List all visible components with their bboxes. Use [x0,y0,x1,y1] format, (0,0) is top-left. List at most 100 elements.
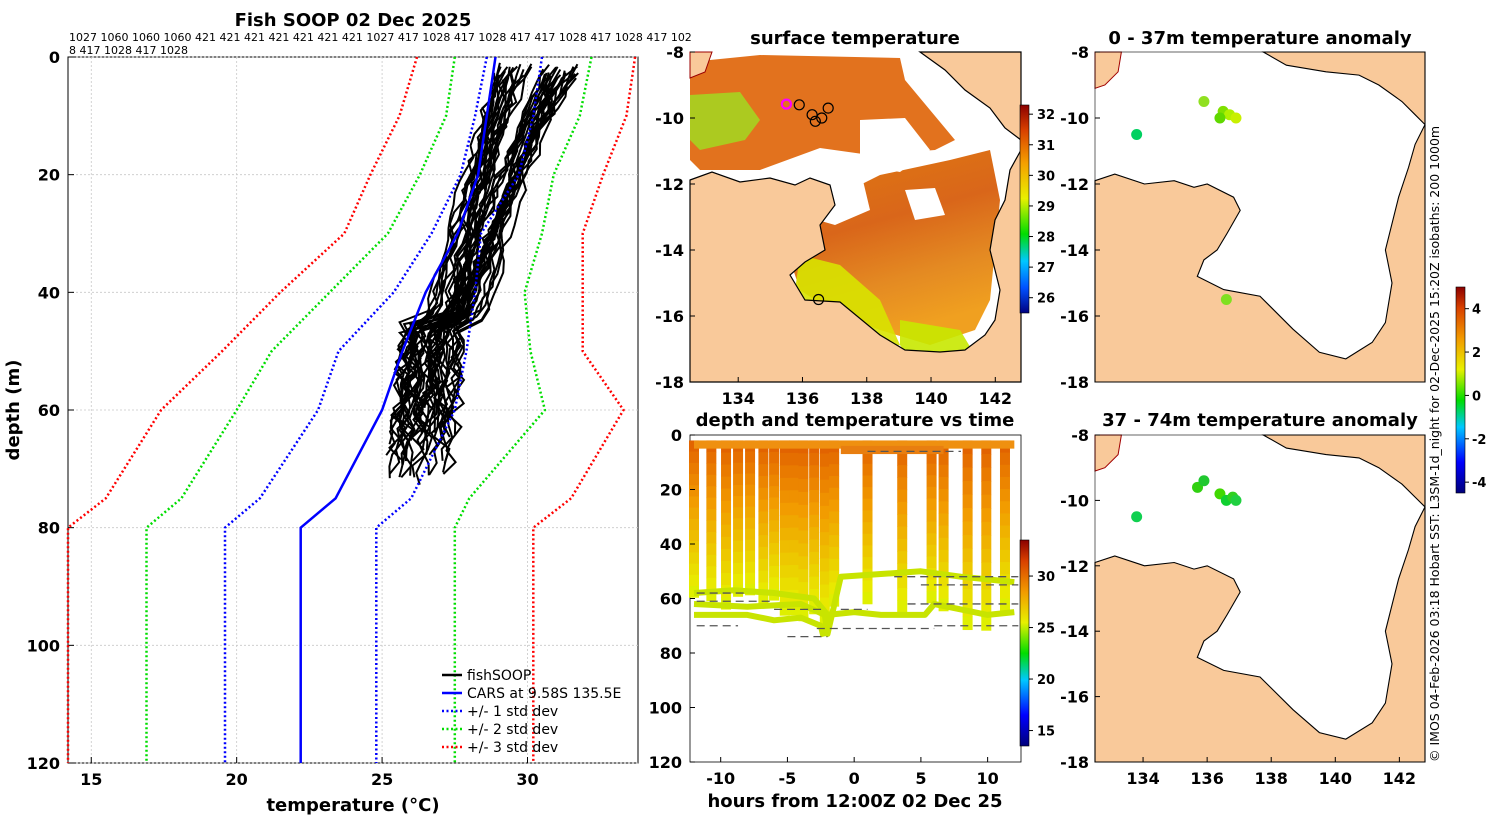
td-cast-segment [706,531,717,544]
td-cast-segment [938,525,949,539]
td-cast-segment [962,589,973,604]
td-cast-segment [962,467,973,482]
td-cast-segment [721,464,732,478]
td-cast-segment [706,543,717,556]
td-cast-segment [721,548,732,562]
td-cast-segment [769,486,780,498]
sst-land-cape-york [918,51,1022,142]
td-cast-segment [981,481,992,496]
anom1-land-australia [1094,124,1426,383]
td-cast-segment [769,474,780,487]
td-cast-segment [798,491,809,506]
anom2-xtick-label-136: 136 [1190,769,1223,788]
anom-colorbar-tick-label--4: -4 [1472,476,1486,491]
anom1-panel: 0 - 37m temperature anomaly -8-10-12-14-… [1060,28,1426,392]
td-cast-segment [862,475,873,488]
td-cast-segment [769,463,780,476]
profile-ytick-label-100: 100 [27,636,60,655]
td-cast-segment [706,463,717,476]
td-cast-segment [819,532,830,546]
anom2-y-ticks: -8 -10 -12 -14 -16 -18 [1060,426,1100,772]
sst-colorbar-tick-label-30: 30 [1037,169,1055,184]
td-cast-segment [962,575,973,590]
sst-xtick-label-136: 136 [786,389,819,408]
fishsoop-profile-line [412,73,576,416]
td-cast-segment [819,597,830,612]
td-cast-segment [862,580,873,593]
td-cast-segment [981,454,992,469]
td-ytick-label-0: 0 [671,426,682,445]
td-cast-segment [733,551,744,564]
td-cast-segment [789,552,800,566]
td-cast-segment [689,474,700,486]
td-cast-segment [789,527,800,541]
td-cast-segment [938,574,949,587]
td-cast-segment [862,557,873,570]
td-x-ticks: -10 -5 0 5 10 [706,757,999,788]
sst-highlight-point [780,98,793,110]
td-cast-segment [829,558,840,572]
td-cast-segment [789,577,800,591]
td-surface-track-2 [840,445,944,455]
sst-map-content [689,51,1022,383]
td-cast-segment [938,464,949,478]
td-cast-segment [938,476,949,490]
sst-xtick-label-138: 138 [850,389,883,408]
td-xtick-label-5: 5 [915,769,926,788]
sst-observation-point-4 [809,115,821,127]
td-cast-segment [758,558,769,572]
td-cast-segment [962,453,973,468]
td-cast-segment [745,561,756,574]
td-y-ticks: 0 20 40 60 80 100 120 [649,426,695,772]
td-cast-segment [745,506,756,519]
td-cast-segment [706,486,717,499]
td-cast-segment [689,530,700,542]
td-cast-segment [745,539,756,552]
sst-observation-point-5 [812,293,825,306]
td-cast-segment [981,616,992,631]
td-cast-segment [981,589,992,604]
td-cast-segment [981,494,992,509]
sst-xtick-label-142: 142 [979,389,1012,408]
td-ytick-label-60: 60 [660,590,682,609]
td-cast-segment [798,543,809,557]
td-cast-segment [829,523,840,536]
anom2-ytick-label--12: -12 [1060,557,1089,576]
td-title: depth and temperature vs time [696,410,1015,431]
td-cast-segment [769,543,780,555]
td-cast-segment [829,487,840,501]
td-cast-segment [926,486,937,499]
td-cast-segment [862,522,873,535]
td-cast-segment [758,487,769,501]
td-cast-segment [758,523,769,536]
anom1-ytick-label--10: -10 [1060,109,1089,128]
td-cast-segment [769,451,780,464]
fishsoop-profile-line [428,65,519,456]
td-cast-segment [829,452,840,465]
td-cast-segment [862,510,873,523]
sst-y-ticks: -8 -10 -12 -14 -16 -18 [655,43,695,392]
td-cast-segment [999,476,1010,490]
td-cast-segment [689,574,700,587]
td-cast-segment [809,564,820,578]
td-cast-segment [829,546,840,560]
td-cast-segment [733,529,744,542]
anom-colorbar-tick-label-0: 0 [1472,389,1481,404]
td-cast-segment [981,548,992,563]
td-cast-segment [926,544,937,557]
td-cast-segment [926,533,937,546]
td-cast-segment [733,462,744,475]
td-cast-segment [733,562,744,575]
td-cast-segment [809,539,820,553]
anom2-ytick-label--10: -10 [1060,491,1089,510]
fishsoop-profiles [385,62,579,485]
td-cast-segment [999,525,1010,539]
td-cast-segment [789,502,800,516]
td-cast-segment [733,518,744,531]
profile-y-ticks: 0 20 40 60 80 100 120 [27,48,74,773]
td-deep-track-0 [693,587,1015,618]
td-cast-segment [962,534,973,549]
td-cast-segment [897,514,908,528]
anom2-title: 37 - 74m temperature anomaly [1102,410,1418,431]
anom2-ytick-label--8: -8 [1071,426,1089,445]
